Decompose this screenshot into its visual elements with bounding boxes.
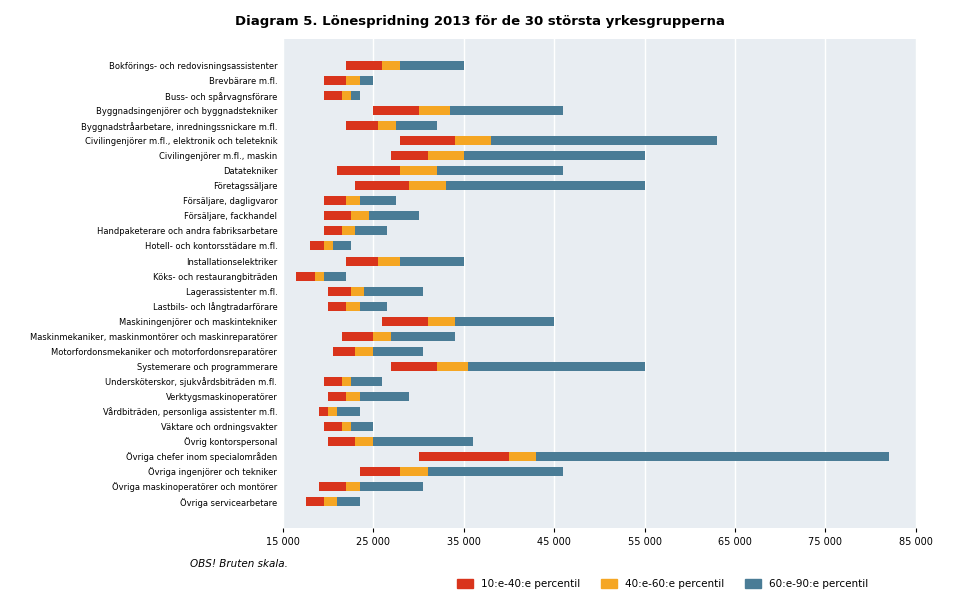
Bar <box>323 272 346 281</box>
Bar <box>383 316 428 326</box>
Bar <box>391 151 428 160</box>
Bar <box>355 226 386 235</box>
Bar <box>436 167 563 176</box>
Bar <box>323 196 346 205</box>
Bar <box>328 392 346 401</box>
Bar <box>509 452 536 461</box>
Bar <box>346 196 360 205</box>
Bar <box>346 121 378 130</box>
Bar <box>323 241 333 251</box>
Bar <box>319 407 328 416</box>
Bar <box>373 106 418 115</box>
Bar <box>341 332 373 341</box>
Bar <box>409 181 446 190</box>
Bar <box>341 377 351 386</box>
Bar <box>360 196 396 205</box>
Bar <box>323 226 341 235</box>
Bar <box>346 482 360 491</box>
Bar <box>323 76 346 85</box>
Bar <box>346 257 378 266</box>
Bar <box>346 392 360 401</box>
Bar <box>536 452 889 461</box>
Bar <box>401 136 455 145</box>
Bar <box>450 106 563 115</box>
Bar <box>401 257 464 266</box>
Bar <box>338 497 360 506</box>
Bar <box>401 167 436 176</box>
Bar <box>491 136 717 145</box>
Bar <box>341 91 351 100</box>
Bar <box>315 272 323 281</box>
Bar <box>351 287 364 296</box>
Bar <box>418 106 450 115</box>
Bar <box>383 61 401 70</box>
Bar <box>341 422 351 431</box>
Bar <box>310 241 323 251</box>
Bar <box>373 347 423 356</box>
Bar <box>338 167 401 176</box>
Legend: 10:e-40:e percentil, 40:e-60:e percentil, 60:e-90:e percentil: 10:e-40:e percentil, 40:e-60:e percentil… <box>457 579 868 589</box>
Bar <box>355 437 373 446</box>
Bar <box>364 287 423 296</box>
Bar <box>455 316 554 326</box>
Bar <box>378 257 401 266</box>
Bar <box>401 61 464 70</box>
Bar <box>378 121 396 130</box>
Bar <box>373 332 391 341</box>
Bar <box>328 437 355 446</box>
Bar <box>360 301 386 310</box>
Bar <box>306 497 323 506</box>
Bar <box>333 347 355 356</box>
Bar <box>323 497 338 506</box>
Bar <box>323 377 341 386</box>
Bar <box>468 362 644 371</box>
Bar <box>328 407 338 416</box>
Bar <box>328 287 351 296</box>
Bar <box>355 181 409 190</box>
Bar <box>396 121 436 130</box>
Bar <box>338 407 360 416</box>
Bar <box>323 422 341 431</box>
Bar <box>328 301 346 310</box>
Bar <box>428 316 455 326</box>
Bar <box>436 362 468 371</box>
Bar <box>391 332 455 341</box>
Bar <box>373 437 473 446</box>
Bar <box>341 226 355 235</box>
Bar <box>323 211 351 220</box>
Bar <box>346 76 360 85</box>
Bar <box>464 151 644 160</box>
Bar <box>446 181 644 190</box>
Bar <box>319 482 346 491</box>
Text: Diagram 5. Lönespridning 2013 för de 30 största yrkesgrupperna: Diagram 5. Lönespridning 2013 för de 30 … <box>235 15 724 28</box>
Bar <box>355 347 373 356</box>
Bar <box>391 362 436 371</box>
Bar <box>351 91 360 100</box>
Bar <box>346 301 360 310</box>
Bar <box>401 467 428 476</box>
Text: OBS! Bruten skala.: OBS! Bruten skala. <box>190 559 288 569</box>
Bar <box>360 482 423 491</box>
Bar <box>333 241 351 251</box>
Bar <box>428 151 464 160</box>
Bar <box>360 76 373 85</box>
Bar <box>360 467 401 476</box>
Bar <box>455 136 491 145</box>
Bar <box>418 452 509 461</box>
Bar <box>351 211 369 220</box>
Bar <box>346 61 383 70</box>
Bar <box>296 272 315 281</box>
Bar <box>323 91 341 100</box>
Bar <box>360 392 409 401</box>
Bar <box>369 211 418 220</box>
Bar <box>351 422 373 431</box>
Bar <box>351 377 383 386</box>
Bar <box>428 467 563 476</box>
